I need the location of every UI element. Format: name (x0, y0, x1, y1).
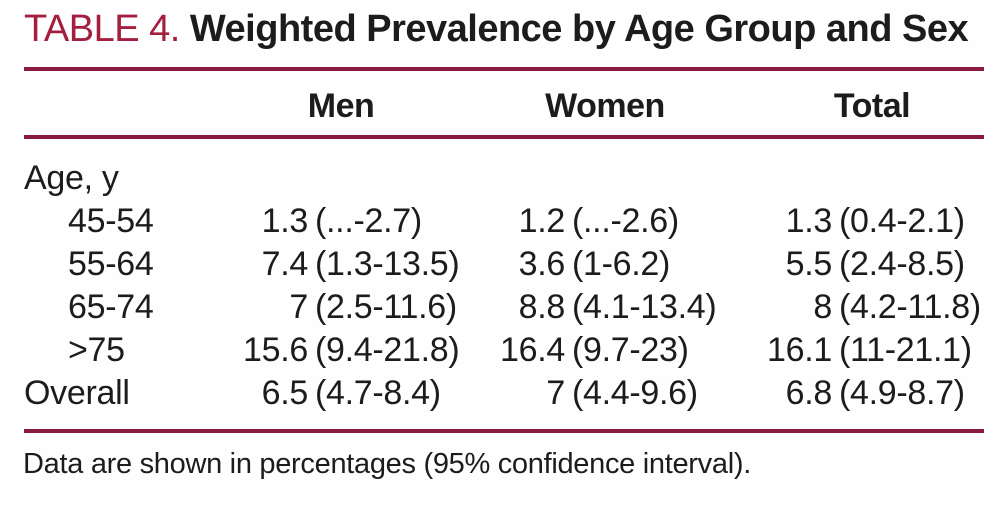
cell-value: 5.5 (785, 245, 833, 283)
cell-value: 7 (546, 374, 565, 412)
table-footnote: Data are shown in percentages (95% confi… (23, 448, 751, 480)
cell-value: 7 (289, 288, 308, 326)
cell-ci: (9.7-23) (572, 331, 689, 369)
divider-bottom (24, 429, 984, 433)
cell-ci: (9.4-21.8) (315, 331, 460, 369)
cell-ci: (...-2.6) (572, 202, 679, 240)
cell-value: 8.8 (518, 288, 566, 326)
cell-men: 7.4 (1.3-13.5) (230, 245, 500, 284)
cell-women: 1.2 (...-2.6) (500, 202, 760, 241)
cell-value: 6.5 (261, 374, 309, 412)
cell-ci: (4.2-11.8) (839, 288, 981, 326)
cell-women: 7 (4.4-9.6) (500, 374, 760, 413)
cell-ci: (4.9-8.7) (839, 374, 965, 412)
table-header-row: Men Women Total (24, 86, 988, 126)
cell-men: 1.3 (...-2.7) (230, 202, 500, 241)
cell-ci: (2.4-8.5) (839, 245, 965, 283)
table-row: 55-64 7.4 (1.3-13.5) 3.6 (1-6.2) 5.5 (2.… (24, 243, 988, 286)
row-label: 45-54 (68, 202, 154, 240)
cell-women: 3.6 (1-6.2) (500, 245, 760, 284)
cell-value: 8 (813, 288, 832, 326)
column-header-women: Women (545, 86, 665, 125)
cell-ci: (11-21.1) (839, 331, 972, 369)
cell-ci: (4.7-8.4) (315, 374, 441, 412)
row-label: >75 (68, 331, 125, 369)
table-caption: Weighted Prevalence by Age Group and Sex (179, 8, 969, 50)
divider-top (24, 67, 984, 71)
cell-value: 1.3 (785, 202, 833, 240)
cell-men: 6.5 (4.7-8.4) (230, 374, 500, 413)
table-row: 65-74 7 (2.5-11.6) 8.8 (4.1-13.4) 8 (4.2… (24, 286, 988, 329)
row-group-label: Age, y (24, 159, 119, 197)
cell-value: 16.4 (500, 331, 565, 369)
cell-value: 3.6 (518, 245, 566, 283)
cell-ci: (4.4-9.6) (572, 374, 698, 412)
table-row: >75 15.6 (9.4-21.8) 16.4 (9.7-23) 16.1 (… (24, 329, 988, 372)
cell-value: 1.2 (518, 202, 566, 240)
cell-total: 16.1 (11-21.1) (760, 331, 988, 370)
table-number: TABLE 4. (24, 8, 180, 50)
cell-total: 1.3 (0.4-2.1) (760, 202, 988, 241)
cell-value: 6.8 (785, 374, 833, 412)
cell-value: 15.6 (243, 331, 308, 369)
cell-ci: (0.4-2.1) (839, 202, 965, 240)
cell-men: 15.6 (9.4-21.8) (230, 331, 500, 370)
cell-ci: (4.1-13.4) (572, 288, 717, 326)
table-row: Overall 6.5 (4.7-8.4) 7 (4.4-9.6) 6.8 (4… (24, 372, 988, 415)
table-row-group: Age, y (24, 157, 988, 200)
cell-value: 16.1 (767, 331, 832, 369)
cell-total: 6.8 (4.9-8.7) (760, 374, 988, 413)
table-title: TABLE 4. Weighted Prevalence by Age Grou… (24, 8, 969, 51)
row-label: Overall (24, 374, 130, 412)
cell-total: 8 (4.2-11.8) (760, 288, 988, 327)
row-label: 55-64 (68, 245, 154, 283)
cell-total: 5.5 (2.4-8.5) (760, 245, 988, 284)
table-row: 45-54 1.3 (...-2.7) 1.2 (...-2.6) 1.3 (0… (24, 200, 988, 243)
row-label: 65-74 (68, 288, 154, 326)
cell-ci: (...-2.7) (315, 202, 422, 240)
cell-value: 1.3 (261, 202, 309, 240)
cell-men: 7 (2.5-11.6) (230, 288, 500, 327)
divider-header (24, 135, 984, 139)
column-header-total: Total (833, 86, 911, 125)
cell-ci: (1.3-13.5) (315, 245, 460, 283)
cell-ci: (2.5-11.6) (315, 288, 457, 326)
cell-women: 8.8 (4.1-13.4) (500, 288, 760, 327)
cell-ci: (1-6.2) (572, 245, 671, 283)
cell-women: 16.4 (9.7-23) (500, 331, 760, 370)
column-header-men: Men (307, 86, 375, 125)
cell-value: 7.4 (261, 245, 309, 283)
table-body: Age, y 45-54 1.3 (...-2.7) 1.2 (...-2.6)… (24, 157, 988, 415)
